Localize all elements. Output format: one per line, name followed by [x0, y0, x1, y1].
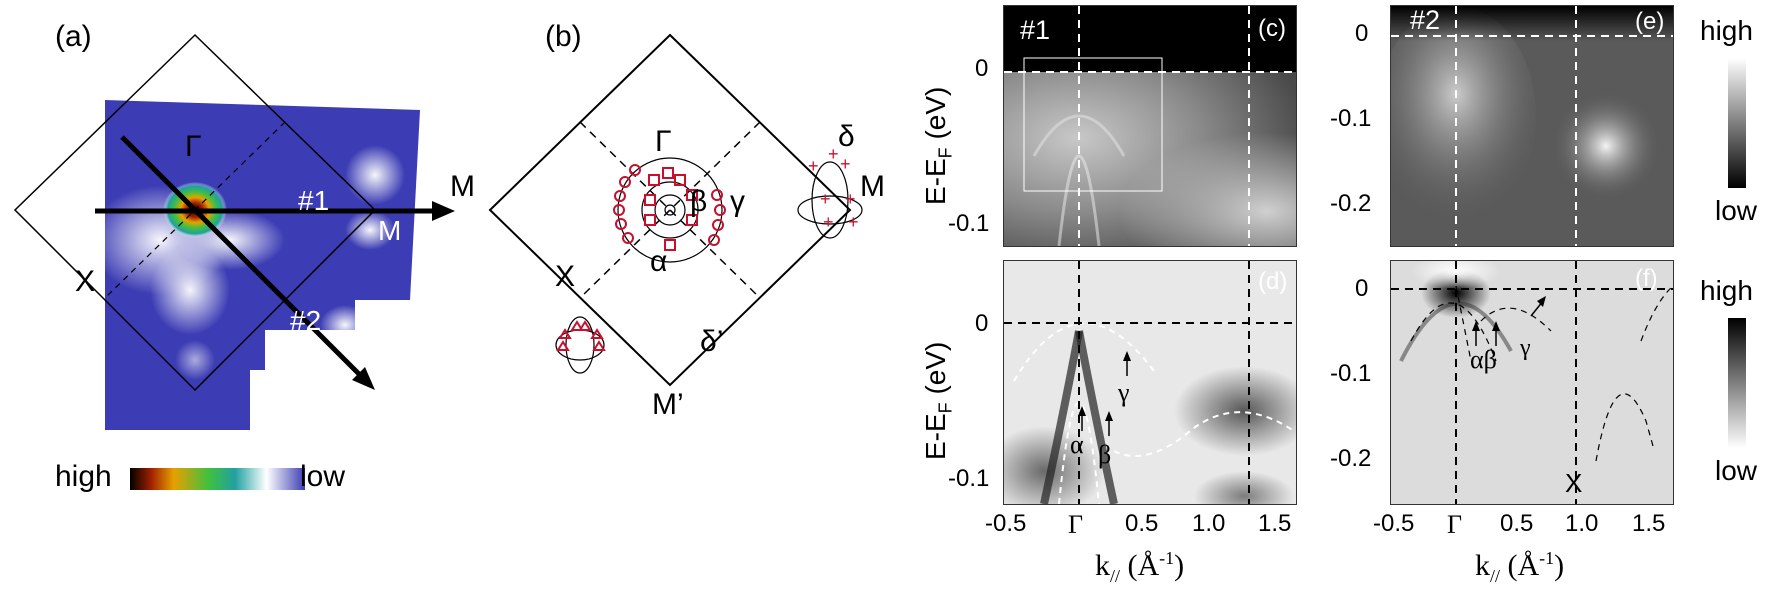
panel-b-label: (b) — [545, 20, 582, 53]
panel-f-label: (f) — [1635, 265, 1658, 292]
gamma-point-label: Γ — [185, 130, 202, 163]
panel-d-xtick-neg05: -0.5 — [985, 510, 1027, 537]
svg-text:+: + — [848, 212, 859, 232]
cut-1-label: #1 — [298, 185, 330, 216]
band-beta-label: β — [1098, 440, 1112, 469]
panel-d-ytick-neg01: -0.1 — [948, 465, 990, 492]
m-prime-label: M’ — [652, 388, 684, 421]
cut-2-label: #2 — [290, 305, 322, 336]
colorbar-e — [1728, 58, 1746, 188]
panel-d-ylabel: E-EF (eV) — [920, 341, 956, 460]
band-gamma-label: γ — [1118, 378, 1130, 407]
panel-f-ytick-neg02: -0.2 — [1330, 445, 1372, 472]
svg-text:+: + — [808, 156, 819, 176]
panel-f-xtick-15: 1.5 — [1632, 510, 1666, 537]
delta-prime-label: δ’ — [700, 325, 724, 358]
brillouin-zone — [13, 33, 377, 392]
arpes-cut-2-second-derivative — [1390, 260, 1674, 505]
m-point-label: M — [378, 215, 402, 246]
x-point-f-label: X — [1565, 468, 1583, 498]
colorbar-e-high-label: high — [1700, 15, 1753, 46]
panel-a-label: (a) — [55, 20, 92, 53]
fermi-surface-schematic: ++ ++ ++ + — [488, 33, 863, 387]
beta-label: β — [690, 185, 708, 218]
svg-text:+: + — [840, 154, 851, 174]
panel-f-xtick-gamma: Γ — [1447, 510, 1463, 539]
panel-e-ytick-neg02: -0.2 — [1330, 190, 1372, 217]
cut-2-tag: #2 — [1410, 5, 1441, 35]
panel-d-xtick-gamma: Γ — [1068, 510, 1084, 539]
panel-c-ytick-neg01: -0.1 — [948, 210, 990, 237]
svg-text:+: + — [828, 144, 839, 164]
panel-f-xtick-neg05: -0.5 — [1373, 510, 1415, 537]
cut-1-tag: #1 — [1020, 15, 1051, 45]
panel-d-xtick-15: 1.5 — [1258, 510, 1292, 537]
panel-d-xlabel: k// (Å-1) — [1095, 548, 1185, 586]
band-alpha-label: α — [1070, 430, 1084, 459]
gamma-label: Γ — [655, 125, 672, 158]
gamma-band-label: γ — [730, 185, 745, 218]
x-point-label: X — [75, 265, 96, 298]
colorbar-f — [1728, 318, 1746, 448]
alpha-label: α — [650, 245, 668, 278]
band-alphabeta-label: αβ — [1470, 345, 1497, 374]
colorbar-f-high-label: high — [1700, 275, 1753, 306]
panel-e-ytick-neg01: -0.1 — [1330, 105, 1372, 132]
panel-d-label: (d) — [1258, 268, 1288, 295]
svg-text:+: + — [845, 189, 856, 209]
panel-f-xtick-10: 1.0 — [1565, 510, 1599, 537]
cut-2-arrow — [120, 135, 367, 382]
arpes-cut-2-raw — [1390, 5, 1674, 247]
m-left-label: M — [450, 170, 475, 203]
panel-d-ytick-0: 0 — [975, 310, 989, 337]
panel-f-xtick-05: 0.5 — [1500, 510, 1534, 537]
delta-label: δ — [838, 120, 855, 153]
band-gamma-f-label: γ — [1520, 335, 1531, 361]
panel-f-ytick-0: 0 — [1355, 275, 1369, 302]
panel-c-ylabel: E-EF (eV) — [920, 86, 956, 205]
arpes-cut-1-raw — [1003, 5, 1297, 247]
colorbar-e-low-label: low — [1715, 195, 1758, 226]
svg-text:+: + — [823, 212, 834, 232]
panel-f-ytick-neg01: -0.1 — [1330, 360, 1372, 387]
m-right-label: M — [860, 170, 885, 203]
x-label: X — [555, 260, 576, 293]
panel-f-xlabel: k// (Å-1) — [1475, 548, 1565, 586]
panel-c-ytick-0: 0 — [975, 55, 989, 82]
svg-text:+: + — [820, 189, 831, 209]
arpes-cut-1-second-derivative — [1003, 260, 1297, 505]
panel-d-xtick-10: 1.0 — [1192, 510, 1226, 537]
colorbar-f-low-label: low — [1715, 455, 1758, 486]
panel-e-ytick-0: 0 — [1355, 20, 1369, 47]
fermi-map-colorbar — [130, 468, 305, 490]
panel-d-xtick-05: 0.5 — [1125, 510, 1159, 537]
colorbar-high-label: high — [55, 460, 112, 493]
panel-c-label: (c) — [1258, 15, 1286, 42]
colorbar-low-label: low — [300, 460, 346, 493]
panel-e-label: (e) — [1635, 8, 1665, 35]
fermi-surface-map — [13, 33, 455, 430]
